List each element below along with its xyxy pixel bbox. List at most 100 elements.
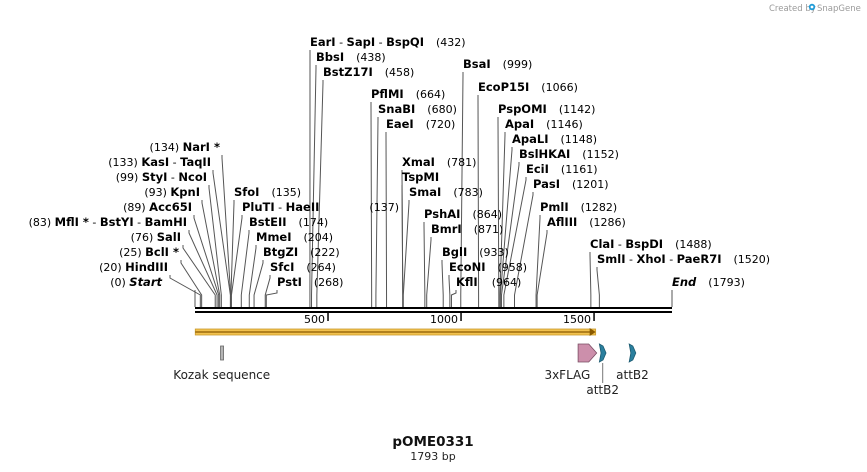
site-label-pflmi[interactable]: PflMI (664) [371, 87, 445, 101]
site-separator: - [89, 216, 100, 229]
site-label-sfoi[interactable]: SfoI (135) [234, 185, 301, 199]
site-label-bbsi[interactable]: BbsI (438) [316, 50, 386, 64]
site-leader-hindiii [169, 275, 201, 307]
site-label-kasi[interactable]: (133) KasI - TaqII [108, 155, 211, 169]
site-label-end[interactable]: End (1793) [672, 275, 745, 289]
site-label-kfli[interactable]: KflI (964) [456, 275, 521, 289]
site-label-tspmi[interactable]: TspMI [402, 170, 439, 184]
site-label-eaei[interactable]: EaeI (720) [386, 117, 455, 131]
site-position: (964) [492, 276, 522, 289]
site-label-xmai[interactable]: XmaI (781) [402, 155, 476, 169]
site-position: (432) [436, 36, 466, 49]
enzyme-name: HindIII [125, 260, 168, 274]
enzyme-name: Start [129, 275, 162, 289]
site-label-styi[interactable]: (99) StyI - NcoI [116, 170, 207, 184]
site-label-sfci[interactable]: SfcI (264) [270, 260, 336, 274]
feature-attb2b[interactable] [628, 343, 637, 363]
feature-kozak[interactable] [220, 345, 224, 361]
site-label-pshai[interactable]: PshAI (864) [424, 207, 502, 221]
site-label-bsai[interactable]: BsaI (999) [463, 57, 532, 71]
site-name: PasI (1201) [533, 177, 609, 191]
site-label-pspomi[interactable]: PspOMI (1142) [498, 102, 595, 116]
site-leader-bmri [426, 237, 432, 307]
feature-flag[interactable] [577, 343, 598, 363]
site-label-bcli[interactable]: (25) BclI * [119, 245, 179, 259]
site-label-bslhkai[interactable]: BslHKAI (1152) [519, 147, 619, 161]
site-label-ecop15i[interactable]: EcoP15I (1066) [478, 80, 578, 94]
site-position: (958) [497, 261, 527, 274]
site-label-clai[interactable]: ClaI - BspDI (1488) [590, 237, 712, 251]
site-position: (783) [453, 186, 483, 199]
site-label-psti[interactable]: PstI (268) [277, 275, 343, 289]
site-position: (720) [426, 118, 456, 131]
site-position: (0) [110, 276, 129, 289]
site-label-econi[interactable]: EcoNI (958) [449, 260, 527, 274]
site-position: (871) [474, 223, 504, 236]
enzyme-name: HaeII [286, 200, 320, 214]
site-name: SmaI (783) [409, 185, 483, 199]
enzyme-name: XmaI [402, 155, 435, 169]
enzyme-name: * [210, 140, 220, 154]
site-leader-pasi [514, 192, 534, 307]
site-label-smli[interactable]: SmlI - XhoI - PaeR7I (1520) [597, 252, 770, 266]
site-separator: - [614, 238, 625, 251]
site-position: (89) [123, 201, 149, 214]
site-label-pasi[interactable]: PasI (1201) [533, 177, 609, 191]
scale-ticks: 500 1000 1500 [304, 312, 595, 326]
site-label-btgzi[interactable]: BtgZI (222) [263, 245, 340, 259]
enzyme-name: TspMI [402, 170, 439, 184]
site-label-mfli[interactable]: (83) MflI * - BstYI - BamHI [29, 215, 187, 229]
site-name: SfoI (135) [234, 185, 301, 199]
site-label-apali[interactable]: ApaLI (1148) [512, 132, 597, 146]
enzyme-name: XhoI [636, 252, 665, 266]
site-position: (781) [447, 156, 477, 169]
site-label-start[interactable]: (0) Start [110, 275, 162, 289]
site-name: BstEII (174) [249, 215, 328, 229]
site-label-eari[interactable]: EarI - SapI - BspQI (432) [310, 35, 466, 49]
site-label-apai[interactable]: ApaI (1146) [505, 117, 583, 131]
site-label-smai[interactable]: SmaI (783) [409, 185, 483, 199]
site-leader-mfli [188, 230, 218, 307]
site-label-pmli[interactable]: PmlI (1282) [540, 200, 617, 214]
site-label-bgli[interactable]: BglI (933) [442, 245, 509, 259]
site-label-snabi[interactable]: SnaBI (680) [378, 102, 457, 116]
site-label-ecii[interactable]: EciI (1161) [526, 162, 597, 176]
enzyme-name: AflIII [547, 215, 577, 229]
enzyme-name: PaeR7I [677, 252, 722, 266]
site-position: (83) [29, 216, 55, 229]
enzyme-name: SfoI [234, 185, 259, 199]
site-leader-apai [499, 132, 506, 307]
site-label-sali[interactable]: (76) SalI [131, 230, 181, 244]
site-position: (1488) [675, 238, 712, 251]
site-label-bmri[interactable]: BmrI (871) [431, 222, 503, 236]
site-label-acc65i[interactable]: (89) Acc65I [123, 200, 192, 214]
enzyme-name: PstI [277, 275, 302, 289]
site-position: (137) [369, 201, 399, 214]
site-leaders [169, 50, 673, 307]
site-label-hindiii[interactable]: (20) HindIII [99, 260, 168, 274]
site-position: (864) [472, 208, 502, 221]
enzyme-name: NarI [183, 140, 210, 154]
site-separator: - [275, 201, 286, 214]
site-label-mmei[interactable]: MmeI (204) [256, 230, 333, 244]
site-name: BbsI (438) [316, 50, 386, 64]
site-label-afliii[interactable]: AflIII (1286) [547, 215, 626, 229]
site-name: PmlI (1282) [540, 200, 617, 214]
site-leader-kpni [201, 200, 221, 307]
site-name: BglI (933) [442, 245, 509, 259]
site-name: MmeI (204) [256, 230, 333, 244]
site-separator: - [626, 253, 637, 266]
orf-arrow-head-icon [589, 328, 596, 336]
site-label-pluti[interactable]: PluTI - HaeII (137) [242, 200, 399, 214]
site-label-bstz17i[interactable]: BstZ17I (458) [323, 65, 414, 79]
site-leader-afliii [536, 230, 548, 307]
enzyme-name: BstYI [100, 215, 134, 229]
site-label-nari[interactable]: (134) NarI * [150, 140, 220, 154]
site-leader-bslhkai [500, 162, 520, 307]
enzyme-name: EarI [310, 35, 336, 49]
site-label-kpni[interactable]: (93) KpnI [144, 185, 200, 199]
site-position: (933) [479, 246, 509, 259]
site-leader-bsteii [240, 230, 250, 307]
feature-attb2a[interactable] [598, 343, 607, 363]
site-label-bsteii[interactable]: BstEII (174) [249, 215, 328, 229]
